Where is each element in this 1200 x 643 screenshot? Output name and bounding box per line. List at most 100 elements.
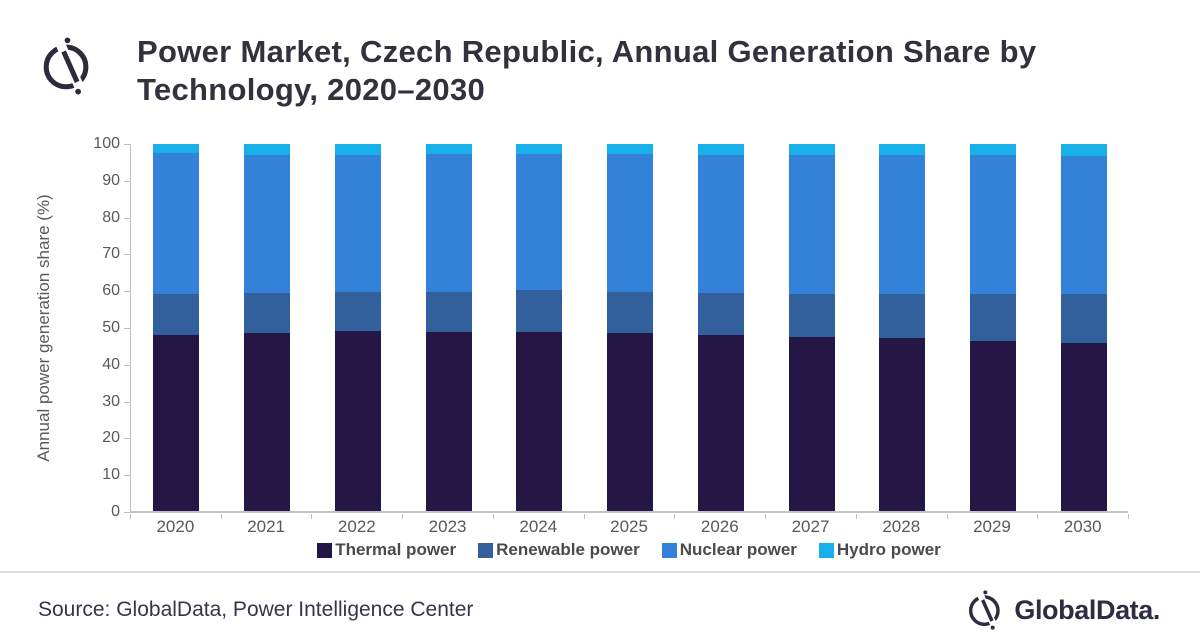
bar-segment-nuclear-power-2025 <box>607 153 654 293</box>
bar-segment-thermal-power-2025 <box>607 332 654 512</box>
legend-marker-icon <box>661 542 677 558</box>
bar-segment-hydro-power-2024 <box>516 144 563 154</box>
y-tickmark <box>124 475 130 477</box>
bar-slot-2023 <box>403 144 494 512</box>
y-tick-label: 90 <box>102 171 120 189</box>
bar-segment-hydro-power-2028 <box>879 144 926 156</box>
bar-segment-hydro-power-2030 <box>1060 144 1107 156</box>
legend-marker-icon <box>478 542 494 558</box>
stacked-bar-2028 <box>879 144 926 512</box>
x-tickmark <box>946 514 948 519</box>
bar-segment-thermal-power-2020 <box>153 335 200 512</box>
x-tickmark <box>674 514 676 519</box>
page-title-line1: Power Market, Czech Republic, Annual Gen… <box>137 34 1037 69</box>
bar-segment-nuclear-power-2022 <box>334 154 381 292</box>
legend-item-thermal-power: Thermal power <box>317 540 456 560</box>
x-tickmark <box>855 514 857 519</box>
source-text: Source: GlobalData, Power Intelligence C… <box>38 598 474 621</box>
y-axis-tick-labels: 0 10 20 30 40 50 60 70 80 90 100 <box>56 135 120 520</box>
bar-segment-hydro-power-2020 <box>153 144 200 154</box>
y-tick-label: 20 <box>102 429 120 447</box>
stacked-bar-2022 <box>334 144 381 512</box>
x-label-2030: 2030 <box>1063 517 1102 536</box>
x-tickmark <box>765 514 767 519</box>
stacked-bar-2023 <box>425 144 472 512</box>
y-tick-label: 0 <box>111 503 120 520</box>
stacked-bar-2025 <box>607 144 654 512</box>
x-axis-line <box>130 511 1128 513</box>
bar-segment-thermal-power-2028 <box>879 337 926 512</box>
stacked-bar-2020 <box>153 144 200 512</box>
x-tickmark <box>583 514 585 519</box>
y-tickmark <box>124 438 130 440</box>
bar-segment-thermal-power-2022 <box>334 330 381 512</box>
x-label-2026: 2026 <box>700 517 739 536</box>
bar-segment-hydro-power-2023 <box>425 144 472 154</box>
bar-slot-2021 <box>222 144 313 512</box>
globaldata-logo-mark-icon <box>43 37 89 95</box>
bar-segment-hydro-power-2025 <box>607 144 654 154</box>
x-label-2020: 2020 <box>156 517 195 536</box>
stacked-bar-2030 <box>1060 144 1107 512</box>
bar-slot-2022 <box>312 144 403 512</box>
y-tickmark <box>124 217 130 219</box>
y-tick-label: 10 <box>102 466 120 484</box>
y-tickmark <box>124 328 130 329</box>
bar-segment-renewable-power-2023 <box>425 291 472 333</box>
bar-segment-thermal-power-2023 <box>425 332 472 512</box>
legend-label: Hydro power <box>836 540 941 559</box>
bar-segment-thermal-power-2030 <box>1060 343 1107 512</box>
y-tick-label: 80 <box>102 208 120 226</box>
bar-slot-2027 <box>766 144 857 512</box>
x-label-2027: 2027 <box>791 517 830 536</box>
x-label-2021: 2021 <box>247 517 286 536</box>
bar-segment-renewable-power-2024 <box>516 290 563 332</box>
stacked-bar-2027 <box>788 144 835 512</box>
bar-slot-2024 <box>494 144 585 512</box>
x-tickmark <box>130 514 131 519</box>
bar-segment-thermal-power-2027 <box>788 336 835 512</box>
legend-label: Renewable power <box>496 540 640 559</box>
x-tickmark <box>492 514 494 519</box>
x-axis-labels: 2020 2021 2022 2023 2024 2025 2026 2027 2028 2029… <box>130 517 1128 537</box>
globaldata-logo-mark-icon <box>969 590 1001 630</box>
y-axis-title: Annual power generation share (%) <box>34 194 53 462</box>
bar-segment-nuclear-power-2027 <box>788 155 835 294</box>
bar-segment-nuclear-power-2029 <box>969 155 1016 294</box>
globaldata-wordmark: GlobalData. <box>1014 594 1160 625</box>
legend-label: Nuclear power <box>679 540 797 559</box>
bar-segment-renewable-power-2028 <box>879 293 926 338</box>
stacked-bar-2029 <box>969 144 1016 512</box>
x-tickmark <box>311 514 313 519</box>
bar-segment-renewable-power-2030 <box>1060 294 1107 344</box>
page-title-line2: Technology, 2020–2030 <box>137 72 486 107</box>
bar-segment-hydro-power-2029 <box>969 144 1016 156</box>
bar-slot-2030 <box>1038 144 1129 512</box>
y-tickmark <box>124 254 130 256</box>
y-tickmark <box>124 512 130 513</box>
y-tick-label: 70 <box>102 245 120 263</box>
bar-segment-renewable-power-2021 <box>244 292 291 334</box>
bar-segment-hydro-power-2027 <box>788 144 835 156</box>
legend-marker-icon <box>818 542 834 558</box>
legend-item-nuclear-power: Nuclear power <box>661 540 797 560</box>
plot-area <box>130 144 1129 512</box>
y-tick-label: 40 <box>102 355 120 373</box>
bar-segment-thermal-power-2024 <box>516 331 563 512</box>
footer-logo: GlobalData. <box>965 588 1160 632</box>
x-label-2024: 2024 <box>519 517 558 536</box>
legend-marker-icon <box>317 542 333 558</box>
y-tick-label: 100 <box>93 135 120 152</box>
x-label-2028: 2028 <box>882 517 921 536</box>
bar-segment-nuclear-power-2024 <box>516 153 563 291</box>
y-tick-label: 60 <box>102 282 120 300</box>
x-tickmark <box>1128 514 1129 519</box>
x-tickmark <box>220 514 222 519</box>
y-tick-label: 30 <box>102 392 120 410</box>
bar-segment-hydro-power-2021 <box>244 144 291 155</box>
bar-segment-renewable-power-2027 <box>788 293 835 337</box>
legend-label: Thermal power <box>335 540 457 559</box>
bar-segment-nuclear-power-2020 <box>153 153 200 294</box>
bar-segment-nuclear-power-2028 <box>879 155 926 294</box>
